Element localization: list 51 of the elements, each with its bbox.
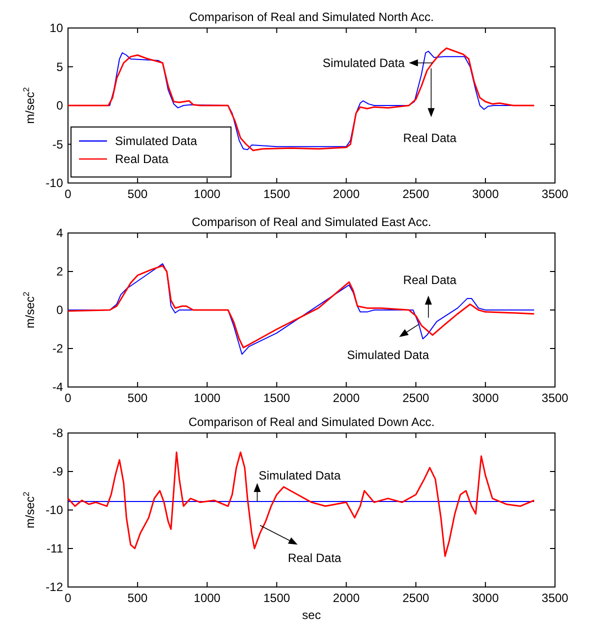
y-tick-label: -12: [46, 580, 64, 594]
annotation: Simulated Data: [322, 56, 406, 70]
y-tick-label: -10: [46, 503, 64, 517]
x-tick-label: 500: [128, 591, 148, 605]
y-tick-label: 10: [50, 21, 64, 35]
x-tick-label: 3000: [472, 391, 500, 405]
y-tick-label: -5: [52, 137, 64, 152]
legend-label: Simulated Data: [115, 134, 198, 148]
chart-title: Comparison of Real and Simulated North Acc.: [189, 10, 434, 24]
chart-title: Comparison of Real and Simulated East Acc.: [192, 215, 432, 229]
x-tick-label: 0: [64, 391, 72, 405]
annotation: Real Data: [403, 131, 457, 146]
x-tick-label: 3500: [542, 391, 569, 405]
y-tick-label: -4: [52, 380, 64, 394]
x-tick-label: 2500: [402, 591, 430, 605]
y-tick-label: -9: [52, 464, 64, 478]
x-tick-label: 500: [128, 391, 148, 405]
annotation: Real Data: [403, 273, 457, 288]
x-tick-label: 1000: [194, 591, 221, 605]
x-axis-title: sec: [302, 608, 321, 622]
x-tick-label: 0: [64, 591, 72, 605]
annotation: Real Data: [288, 551, 342, 566]
annotation: Simulated Data: [258, 468, 341, 482]
x-tick-label: 1000: [194, 391, 221, 405]
x-tick-label: 3000: [472, 187, 500, 201]
y-tick-label: -11: [46, 542, 64, 556]
x-tick-label: 2500: [402, 391, 430, 405]
y-tick-label: 2: [56, 264, 64, 278]
x-tick-label: 2000: [332, 391, 360, 405]
x-tick-label: 3500: [542, 591, 569, 605]
chart-title: Comparison of Real and Simulated Down Acc.: [188, 415, 435, 429]
legend-label: Real Data: [115, 152, 169, 166]
x-tick-label: 2000: [332, 591, 360, 605]
y-tick-label: 4: [56, 226, 64, 240]
annotation: Simulated Data: [347, 348, 430, 362]
x-tick-label: 500: [128, 187, 148, 201]
y-tick-label: 5: [56, 60, 64, 74]
x-tick-label: 2000: [332, 187, 360, 201]
x-tick-label: 1000: [194, 187, 221, 201]
y-tick-label: -10: [46, 176, 64, 190]
x-tick-label: 3500: [542, 187, 569, 201]
x-tick-label: 1500: [263, 187, 290, 201]
x-tick-label: 1500: [263, 391, 290, 405]
x-tick-label: 2500: [402, 187, 430, 201]
y-tick-label: 0: [56, 303, 64, 317]
x-tick-label: 3000: [472, 591, 500, 605]
y-tick-label: 0: [56, 98, 64, 112]
y-tick-label: -8: [52, 426, 64, 440]
x-tick-label: 0: [64, 187, 72, 201]
x-tick-label: 1500: [263, 591, 290, 605]
y-tick-label: -2: [52, 342, 64, 356]
